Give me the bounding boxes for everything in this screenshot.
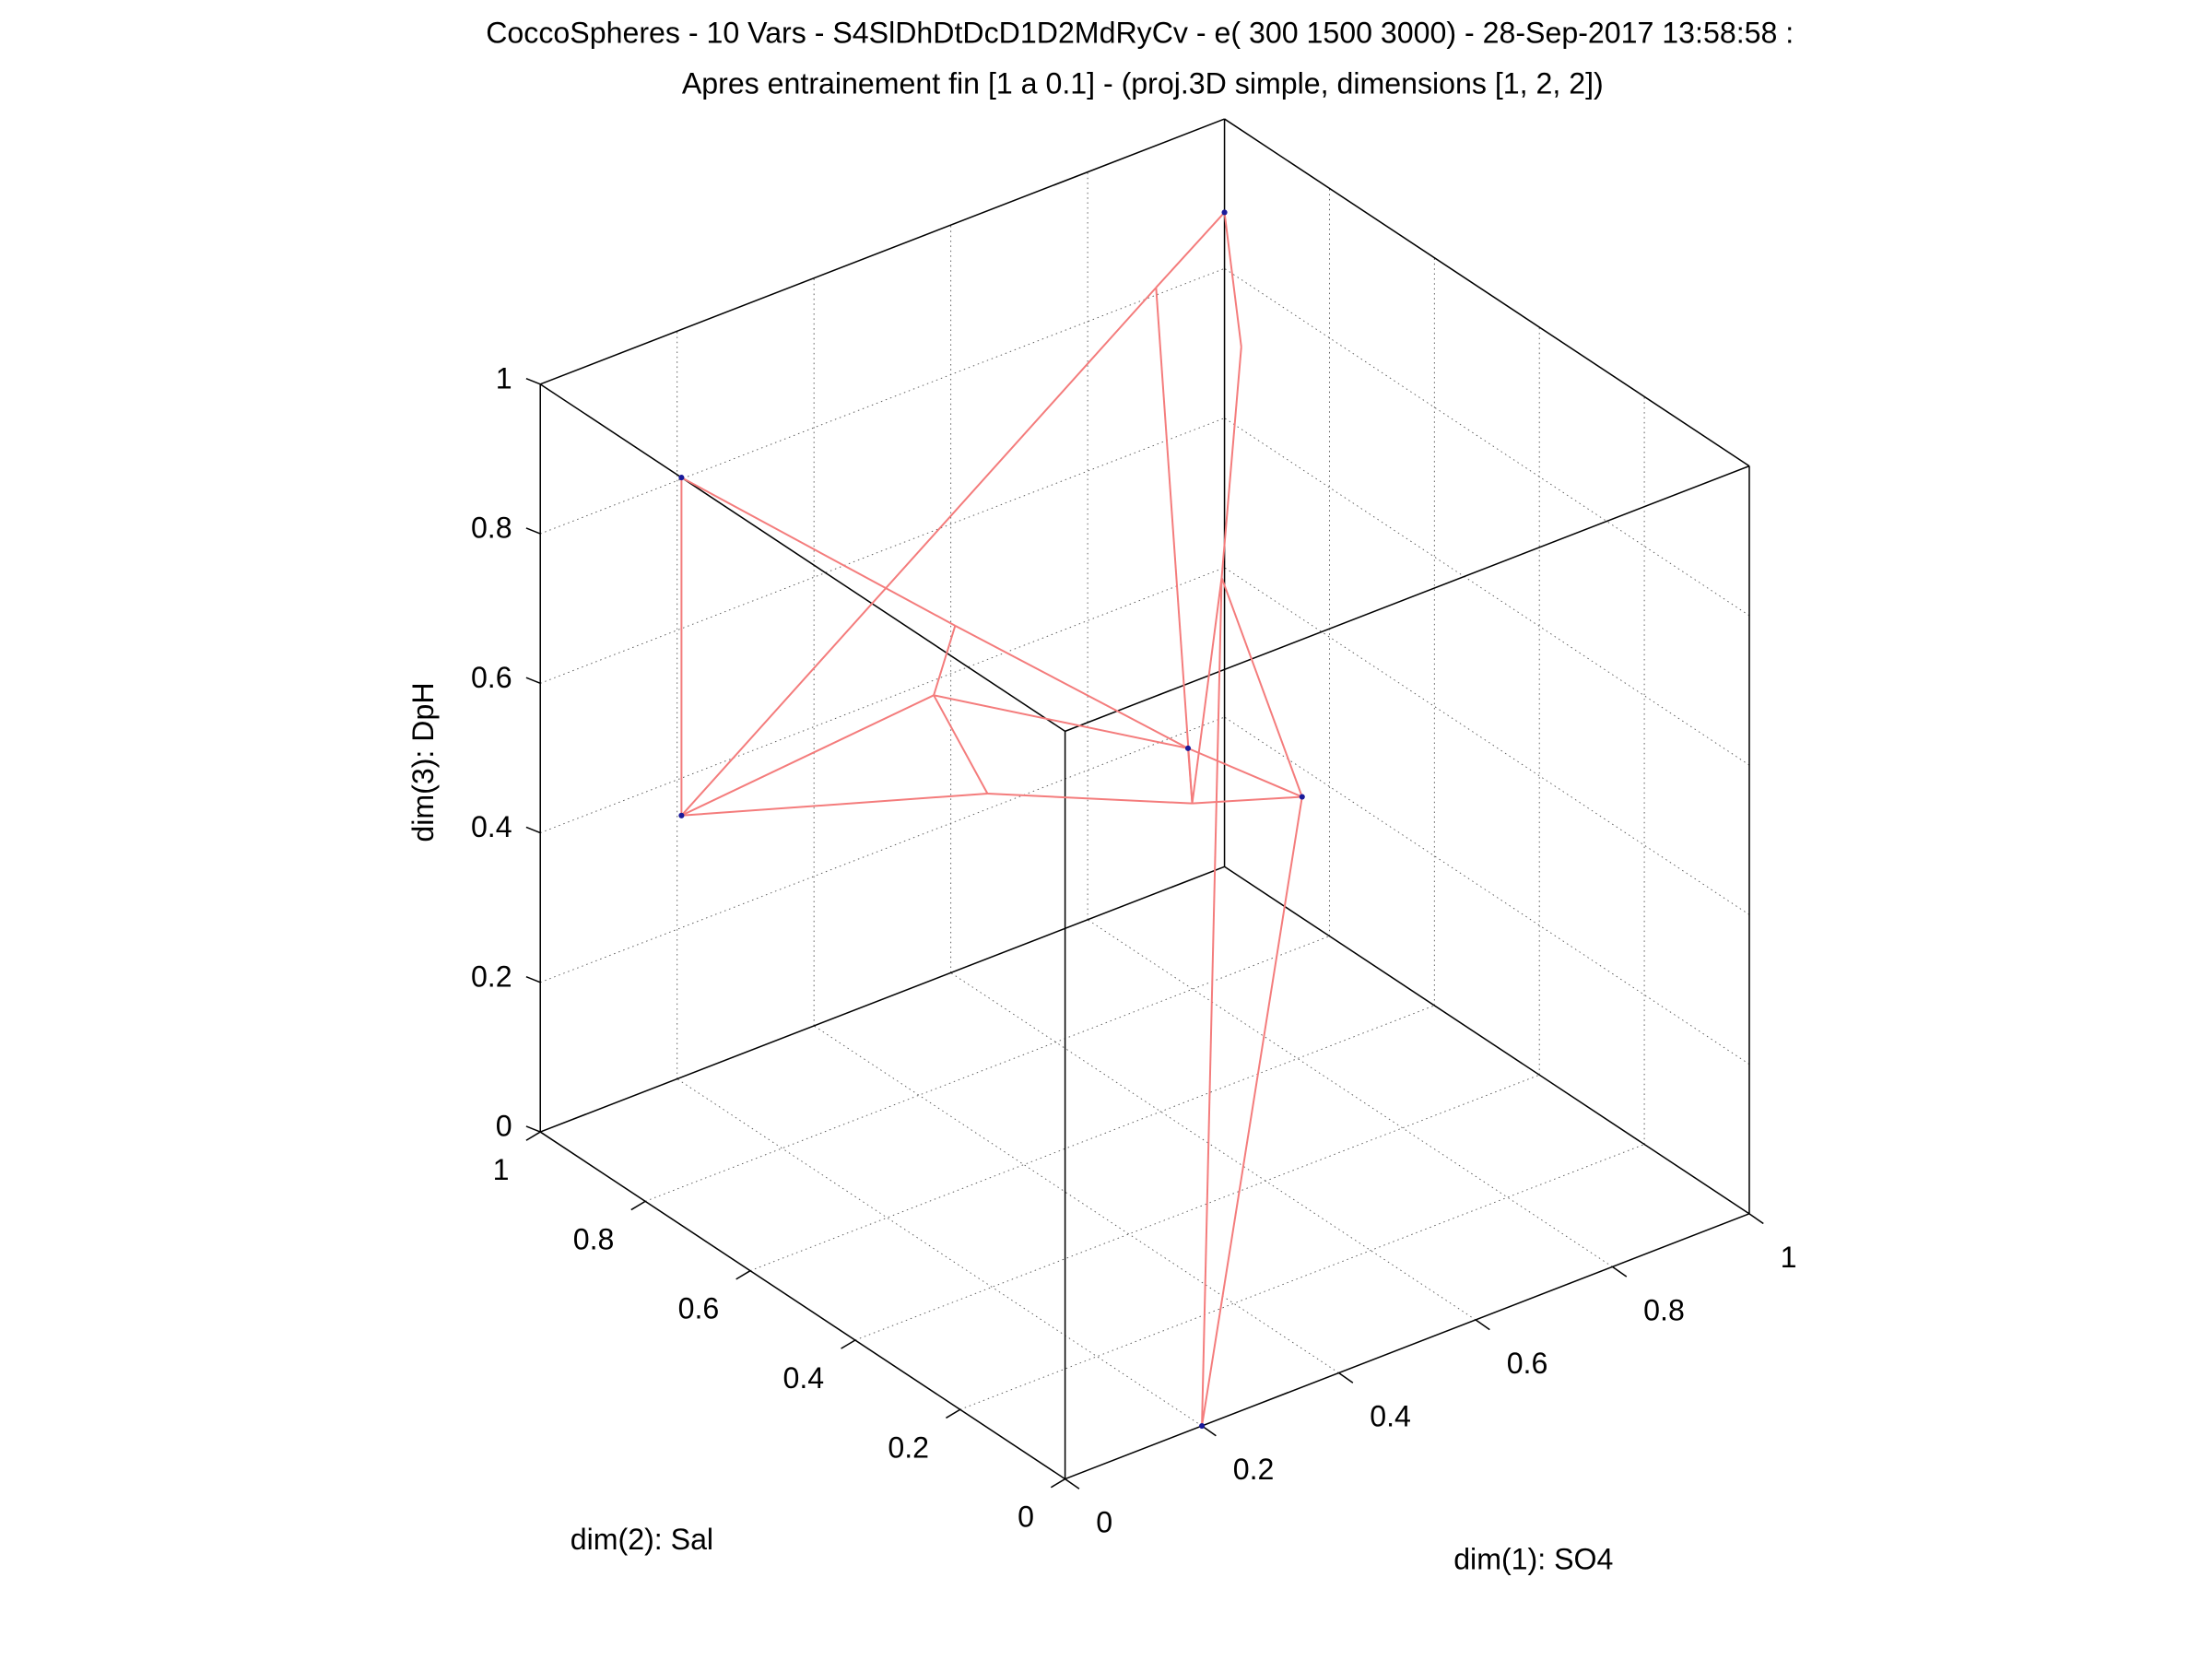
- x-tick-label: 1: [1781, 1241, 1797, 1274]
- som-edge: [680, 287, 1158, 817]
- grid-line: [540, 267, 1225, 535]
- som-edge: [1155, 211, 1226, 288]
- x-tick-label: 0.2: [1233, 1453, 1275, 1486]
- grid-line: [854, 1074, 1540, 1341]
- grid-line: [950, 972, 1477, 1321]
- y-tick: [841, 1339, 856, 1349]
- axes-box: [539, 118, 1750, 1480]
- box-edge: [1065, 465, 1750, 733]
- box-edge: [539, 865, 1225, 1133]
- tick-marks: [525, 377, 1764, 1489]
- y-tick-label: 0.8: [573, 1222, 615, 1255]
- x-tick: [1748, 1213, 1764, 1225]
- y-tick: [1050, 1478, 1066, 1489]
- x-tick-label: 0.8: [1643, 1294, 1685, 1327]
- grid-line: [1224, 716, 1750, 1065]
- som-node-marker: [1199, 1422, 1206, 1430]
- x-axis-label: dim(1): SO4: [1453, 1543, 1613, 1576]
- box-edge: [539, 1131, 1066, 1480]
- z-tick: [525, 527, 541, 535]
- y-tick-label: 0.4: [783, 1361, 825, 1395]
- som-node-marker: [678, 812, 685, 818]
- box-edge: [1224, 118, 1750, 467]
- som-edge: [1187, 748, 1194, 804]
- som-edge: [954, 624, 1189, 749]
- som-node-marker: [1221, 209, 1228, 216]
- box-edge: [1065, 1213, 1750, 1480]
- grid-line: [1224, 567, 1750, 915]
- x-tick: [1201, 1425, 1217, 1437]
- grid-line: [749, 1005, 1435, 1272]
- y-axis-label: dim(2): Sal: [571, 1523, 713, 1556]
- x-tick: [1065, 1478, 1080, 1489]
- z-tick: [525, 1125, 541, 1133]
- som-edge: [681, 793, 988, 817]
- som-edge: [1223, 212, 1242, 347]
- som-edge: [1187, 747, 1303, 798]
- y-tick: [735, 1270, 751, 1280]
- som-edge: [1220, 577, 1303, 797]
- z-tick-label: 0.2: [471, 960, 512, 993]
- som-edge: [1201, 577, 1223, 1427]
- som-edge: [1220, 347, 1242, 578]
- som-edge: [680, 477, 956, 627]
- som-edge: [1201, 796, 1303, 1427]
- grid-line: [644, 936, 1330, 1202]
- x-tick: [1338, 1372, 1354, 1383]
- grid-line: [540, 567, 1225, 833]
- x-tick: [1612, 1266, 1628, 1277]
- som-edge: [933, 694, 989, 795]
- z-tick-label: 0.4: [471, 810, 512, 843]
- grid-line: [677, 1078, 1203, 1427]
- y-tick: [525, 1131, 541, 1141]
- x-tick-label: 0: [1096, 1506, 1112, 1539]
- z-tick-label: 0.6: [471, 661, 512, 694]
- z-tick: [525, 975, 541, 983]
- z-tick-label: 1: [496, 361, 512, 394]
- som-nodes: [678, 209, 1305, 1430]
- som-edge: [933, 625, 957, 696]
- y-tick-label: 0: [1018, 1501, 1034, 1534]
- som-edge: [987, 793, 1193, 805]
- x-tick-label: 0.6: [1507, 1347, 1548, 1380]
- z-tick-label: 0: [496, 1110, 512, 1143]
- som-edge: [680, 694, 935, 817]
- x-tick-label: 0.4: [1370, 1400, 1411, 1433]
- z-axis-label: dim(3): DpH: [406, 682, 440, 842]
- som-edge: [933, 694, 1189, 749]
- box-edge: [1224, 865, 1750, 1215]
- som-edge: [1192, 795, 1302, 805]
- x-tick: [1475, 1319, 1490, 1331]
- som-edge: [1155, 287, 1194, 804]
- som-edges: [680, 211, 1303, 1427]
- grid-line: [1224, 267, 1750, 617]
- som-node-marker: [1299, 794, 1305, 800]
- tick-labels: 0 0.2 0.4 0.6 0.8 1 0 0.2 0.4 0.6 0.8 1 0 0.2 0.4 0.6 0.…: [471, 361, 1797, 1538]
- y-tick: [946, 1408, 961, 1419]
- y-tick: [630, 1200, 646, 1211]
- som-node-marker: [678, 475, 685, 481]
- box-edge: [539, 383, 1066, 732]
- grid-line: [813, 1025, 1339, 1373]
- chart-title: CoccoSpheres - 10 Vars - S4SlDhDtDcD1D2M…: [486, 16, 1794, 49]
- z-tick: [525, 377, 541, 385]
- z-tick: [525, 677, 541, 685]
- y-tick-label: 1: [493, 1153, 510, 1186]
- z-tick-label: 0.8: [471, 512, 512, 545]
- grid-line: [1087, 919, 1613, 1267]
- z-tick: [525, 826, 541, 834]
- y-tick-label: 0.2: [888, 1430, 929, 1464]
- box-edge: [539, 118, 1225, 385]
- grid-lines: [540, 171, 1750, 1427]
- y-tick-label: 0.6: [678, 1292, 720, 1325]
- grid-line: [1224, 418, 1750, 766]
- som-node-marker: [1184, 745, 1192, 751]
- grid-line: [540, 418, 1225, 684]
- chart-subtitle: Apres entrainement fin [1 a 0.1] - (proj…: [682, 67, 1604, 100]
- som-edge: [1191, 577, 1223, 804]
